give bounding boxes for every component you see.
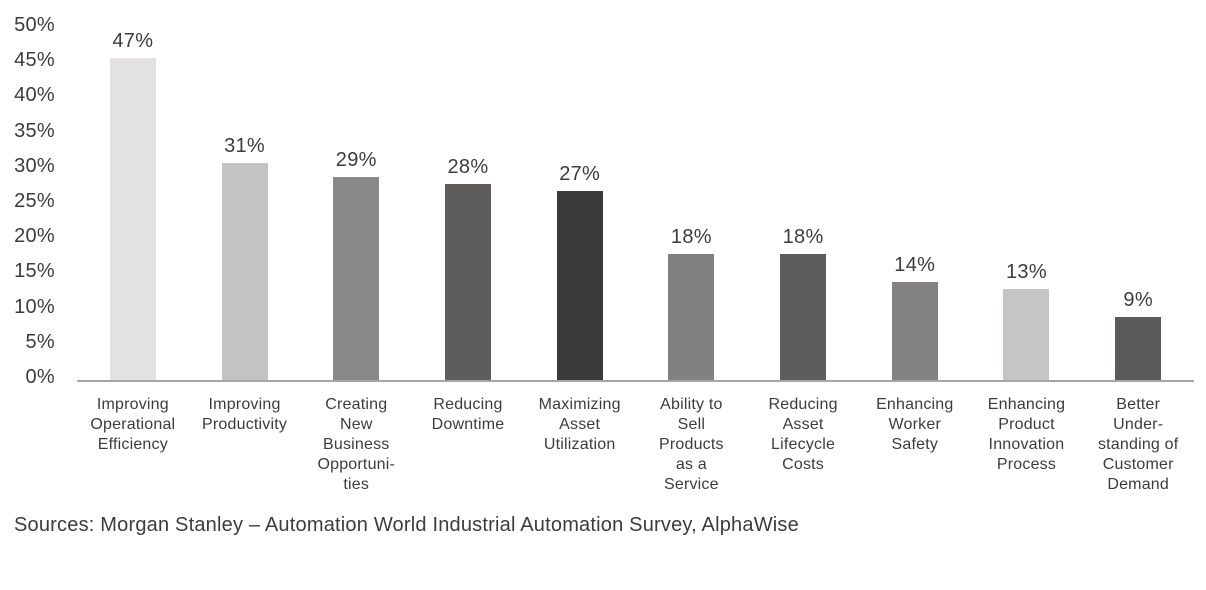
x-axis-labels: Improving Operational Efficiency Improvin… — [77, 382, 1194, 495]
bar-value-label: 13% — [1006, 261, 1047, 283]
bar-value-label: 31% — [224, 135, 266, 157]
category-label: Creating New Business Opportuni- ties — [317, 396, 396, 493]
bar-group: 29% — [300, 30, 412, 380]
bar-value-label: 18% — [782, 226, 824, 248]
category-label: Improving Operational Efficiency — [90, 396, 176, 453]
category-label: Enhancing Product Innovation Process — [987, 396, 1066, 473]
y-axis-tick-label: 35% — [14, 119, 55, 142]
bar-group: 28% — [412, 30, 524, 380]
bar-value-label: 27% — [559, 163, 601, 185]
bar-group: 18% — [636, 30, 748, 380]
category-label: Reducing Downtime — [431, 396, 505, 433]
y-axis-tick-label: 0% — [25, 366, 55, 388]
y-axis-tick-label: 40% — [14, 84, 55, 107]
bar-chart: 0% 5% 10% 15% 20% 25% 30% 35% 40% 45% 50% 47% 31% 29… — [0, 15, 1206, 495]
bar-value-label: 28% — [447, 156, 489, 178]
bar-group: 47% — [77, 30, 189, 380]
category-label: Ability to Sell Products as a Service — [658, 396, 724, 493]
bar-group: 31% — [189, 30, 301, 380]
bar — [668, 254, 715, 380]
category-label: Enhancing Worker Safety — [876, 396, 954, 453]
bar-value-label: 29% — [335, 149, 377, 171]
bar-value-label: 14% — [894, 254, 936, 276]
bar — [333, 177, 380, 380]
category-label: Better Under- standing of Customer Deman… — [1097, 396, 1179, 493]
bar — [556, 191, 603, 380]
y-axis: 0% 5% 10% 15% 20% 25% 30% 35% 40% 45% 50% — [0, 15, 77, 387]
bar-value-label: 9% — [1123, 289, 1153, 311]
bar-group: 27% — [524, 30, 636, 380]
bar-value-label: 47% — [112, 30, 154, 52]
bar-group: 13% — [971, 30, 1083, 380]
y-axis-tick-label: 10% — [14, 295, 55, 318]
bar — [780, 254, 827, 380]
y-axis-tick-label: 45% — [14, 49, 55, 72]
bar — [891, 282, 938, 380]
bar-value-label: 18% — [670, 226, 712, 248]
category-label: Reducing Asset Lifecycle Costs — [768, 396, 838, 473]
y-axis-tick-label: 25% — [14, 190, 55, 212]
bar-group: 14% — [859, 30, 971, 380]
category-label: Improving Productivity — [202, 396, 288, 433]
y-axis-tick-label: 30% — [14, 154, 55, 177]
bar — [221, 163, 268, 380]
bar — [1115, 317, 1162, 380]
y-axis-tick-label: 5% — [25, 330, 55, 353]
y-axis-tick-label: 15% — [14, 260, 55, 283]
bar — [444, 184, 491, 380]
plot-column: 47% 31% 29% 28% 27% 18% 18% 14% 13% 9% Improving … — [77, 30, 1194, 495]
bar — [1003, 289, 1050, 380]
y-axis-tick-label: 50% — [14, 14, 55, 36]
source-note: Sources: Morgan Stanley – Automation Wor… — [14, 514, 799, 536]
bar-group: 9% — [1082, 30, 1194, 380]
category-label: Maximizing Asset Utilization — [538, 396, 621, 453]
plot-area: 47% 31% 29% 28% 27% 18% 18% 14% 13% 9% — [77, 30, 1194, 382]
bar-group: 18% — [747, 30, 859, 380]
y-axis-tick-label: 20% — [14, 225, 55, 248]
bar — [109, 58, 156, 380]
